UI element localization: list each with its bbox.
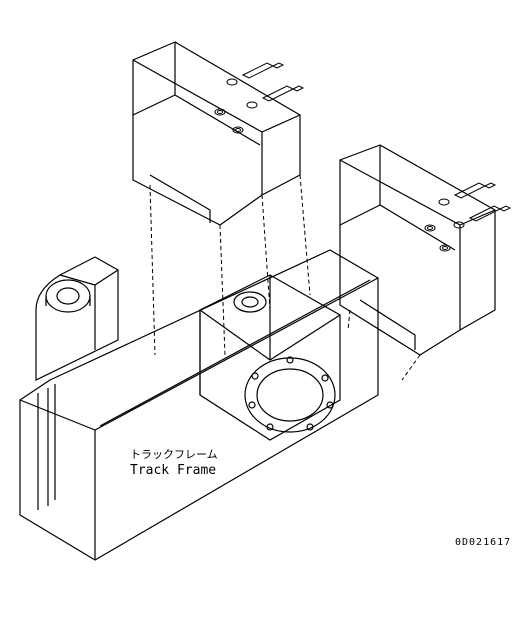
guard-bracket-right [340, 145, 495, 355]
assembly-diagram: トラックフレーム Track Frame 0D021617 [0, 0, 525, 632]
washer-right-1 [425, 225, 435, 231]
washer-right-2 [440, 245, 450, 251]
bolt-right-2 [454, 206, 510, 228]
washer-left-1 [215, 109, 225, 115]
pivot-bracket-left [36, 257, 118, 380]
page-number: 0D021617 [455, 537, 511, 548]
track-frame-label-jp: トラックフレーム [130, 448, 218, 461]
bolt-left-1 [227, 63, 283, 85]
mounting-flange-block [200, 275, 340, 440]
fasteners-right [425, 183, 510, 251]
guard-bracket-left [133, 42, 300, 225]
track-frame-label-en: Track Frame [130, 463, 216, 478]
track-frame-body [20, 250, 378, 560]
projection-lines-right [348, 310, 420, 380]
